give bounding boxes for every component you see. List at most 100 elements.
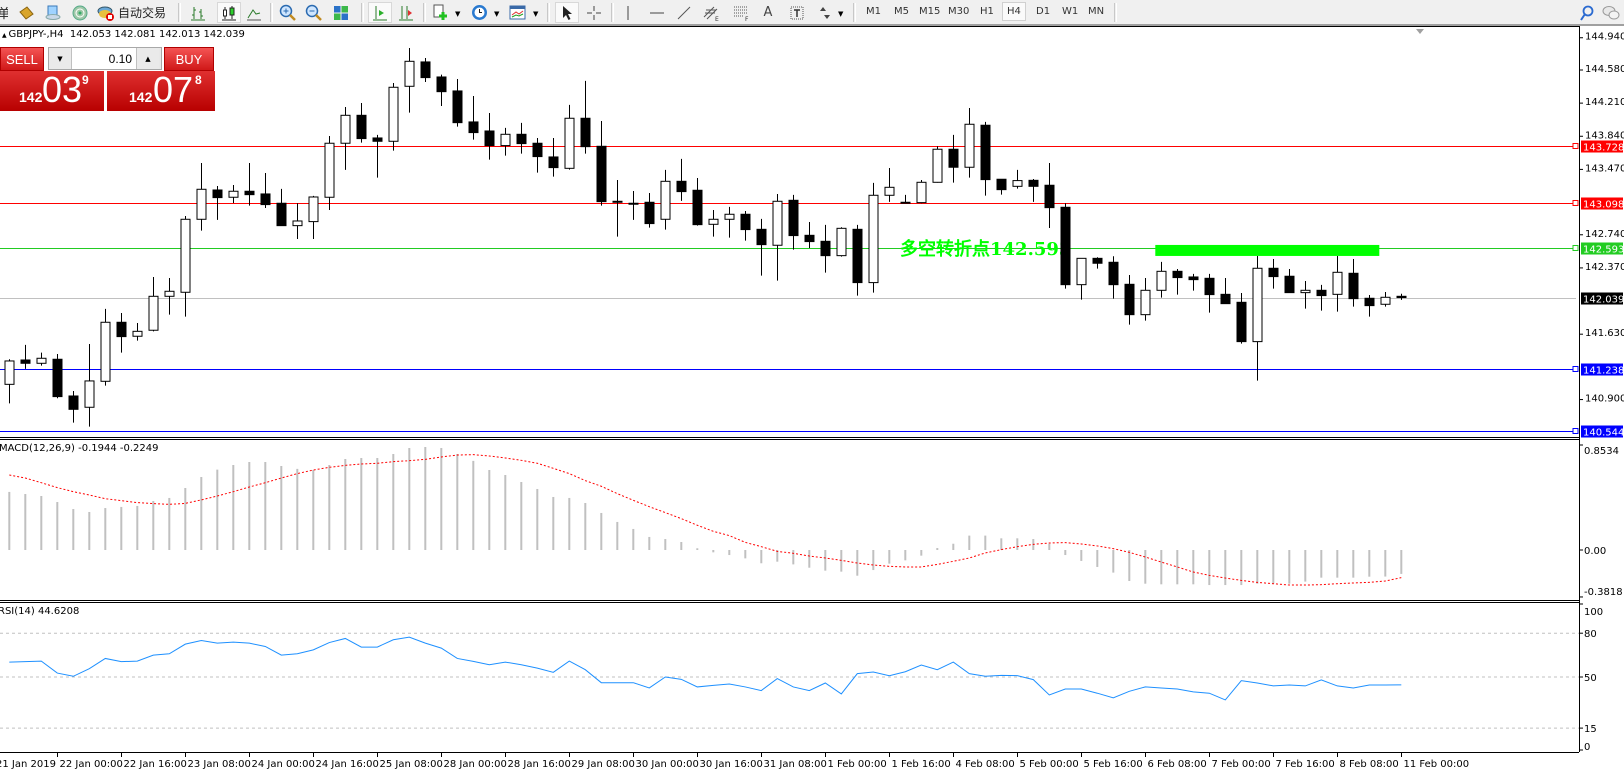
line-chart-icon[interactable]	[244, 3, 264, 22]
sell-price-box[interactable]: 142 03 9	[0, 69, 104, 111]
candle-body-bull	[900, 201, 911, 204]
time-axis-label: 5 Feb 16:00	[1084, 759, 1143, 770]
candle-body-bull	[324, 142, 335, 198]
candle	[932, 146, 943, 183]
chart-menu-triangle-icon[interactable]: ▲	[2, 32, 9, 39]
auto-trading-icon[interactable]	[96, 3, 116, 22]
candle	[724, 206, 735, 238]
chat-icon[interactable]	[1601, 3, 1621, 22]
candle-body-bear	[436, 76, 447, 93]
vertical-line-icon[interactable]	[620, 3, 636, 22]
auto-scroll-icon[interactable]	[368, 2, 392, 23]
search-icon[interactable]	[1578, 3, 1596, 22]
periods-clock-icon[interactable]	[469, 3, 489, 22]
price-axis-label: 144.580	[1585, 64, 1624, 75]
candlestick-icon[interactable]	[217, 2, 241, 23]
candle-body-bear	[452, 90, 463, 124]
tile-windows-icon[interactable]	[331, 3, 351, 22]
zoom-out-icon[interactable]	[303, 3, 323, 22]
macd-axis-label: 0.8534	[1584, 446, 1619, 457]
signals-icon[interactable]	[71, 3, 89, 22]
candle-body-bear	[372, 137, 383, 142]
candle-body-bull	[868, 194, 879, 284]
equidistant-channel-icon[interactable]: E	[702, 3, 722, 22]
templates-dropdown[interactable]: ▼	[533, 10, 539, 18]
cursor-icon[interactable]	[555, 2, 579, 23]
chart-shift-icon[interactable]	[395, 3, 417, 22]
timeframe-m30[interactable]: M30	[948, 6, 970, 17]
sell-button[interactable]: SELL	[0, 47, 44, 71]
templates-icon[interactable]	[507, 3, 527, 22]
time-axis-label: 21 Jan 2019	[0, 759, 56, 770]
time-axis-label: 4 Feb 08:00	[956, 759, 1015, 770]
candle	[36, 352, 47, 366]
candle-body-bull	[148, 295, 159, 331]
candle-body-bear	[1044, 184, 1055, 209]
timeframe-m15[interactable]: M15	[919, 6, 941, 17]
timeframe-h1[interactable]: H1	[980, 6, 994, 17]
terminal-icon[interactable]	[44, 3, 62, 22]
bar-chart-icon[interactable]	[188, 3, 208, 22]
timeframe-mn[interactable]: MN	[1088, 6, 1105, 17]
candle-body-bear	[532, 142, 543, 158]
toolbar-separator	[853, 3, 856, 22]
candle	[804, 221, 815, 248]
timeframe-m1[interactable]: M1	[866, 6, 881, 17]
price-axis-label: 142.370	[1585, 262, 1624, 273]
periods-dropdown[interactable]: ▼	[494, 10, 500, 18]
new-chart-dropdown[interactable]: ▼	[455, 10, 461, 18]
trendline-icon[interactable]	[675, 3, 693, 22]
candle-body-bull	[724, 213, 735, 220]
zoom-in-icon[interactable]	[277, 3, 297, 22]
market-book-icon[interactable]	[17, 3, 35, 22]
new-chart-icon[interactable]	[430, 3, 450, 22]
auto-trading-label[interactable]: 自动交易	[118, 6, 167, 20]
timeframe-w1[interactable]: W1	[1062, 6, 1079, 17]
candle	[564, 104, 575, 170]
buy-button[interactable]: BUY	[164, 47, 214, 71]
buy-price-box[interactable]: 142 07 8	[107, 69, 215, 111]
lot-size-input[interactable]	[71, 48, 137, 69]
candle-body-bull	[500, 133, 511, 147]
candle	[596, 120, 607, 206]
time-axis-label: 24 Jan 00:00	[252, 759, 315, 770]
candle	[836, 227, 847, 257]
horizontal-line-icon[interactable]	[648, 3, 666, 22]
candle-body-bull	[228, 190, 239, 198]
toolbar-partial-label[interactable]: 单	[0, 7, 8, 22]
timeframe-m5[interactable]: M5	[894, 6, 909, 17]
level-price-label: 142.593	[1583, 245, 1624, 256]
arrows-dropdown[interactable]: ▼	[838, 10, 844, 18]
candle-body-bull	[1252, 267, 1263, 343]
candle-body-bear	[756, 228, 767, 246]
time-axis-label: 7 Feb 00:00	[1212, 759, 1271, 770]
buy-price-prefix: 142	[129, 89, 153, 105]
text-icon[interactable]: A	[763, 5, 773, 20]
timeframe-d1[interactable]: D1	[1036, 6, 1051, 17]
candle	[756, 218, 767, 276]
time-axis-label: 5 Feb 00:00	[1020, 759, 1079, 770]
lot-decrease-button[interactable]: ▼	[49, 48, 71, 69]
text-label-icon[interactable]	[788, 3, 806, 22]
timeframe-h4[interactable]: H4	[1002, 2, 1026, 21]
ohlc-readout: 142.053 142.081 142.013 142.039	[69, 29, 245, 40]
time-axis-label: 30 Jan 16:00	[700, 759, 763, 770]
candle	[820, 224, 831, 273]
candle-body-bear	[820, 240, 831, 257]
sell-price-pips: 03	[42, 69, 83, 110]
candle	[116, 312, 127, 353]
time-axis-label: 1 Feb 16:00	[892, 759, 951, 770]
candle-body-bull	[708, 218, 719, 225]
arrows-icon[interactable]	[816, 3, 834, 22]
candle	[404, 47, 415, 113]
candle-body-bear	[644, 201, 655, 225]
lot-increase-button[interactable]: ▲	[137, 48, 159, 69]
candle-body-bear	[212, 189, 223, 199]
crosshair-icon[interactable]	[584, 3, 604, 22]
fibonacci-icon[interactable]: F	[732, 3, 752, 22]
price-axis-label: 144.940	[1585, 32, 1624, 43]
time-axis-label: 30 Jan 00:00	[636, 759, 699, 770]
candle	[1188, 273, 1199, 291]
candle-body-bull	[4, 360, 15, 385]
